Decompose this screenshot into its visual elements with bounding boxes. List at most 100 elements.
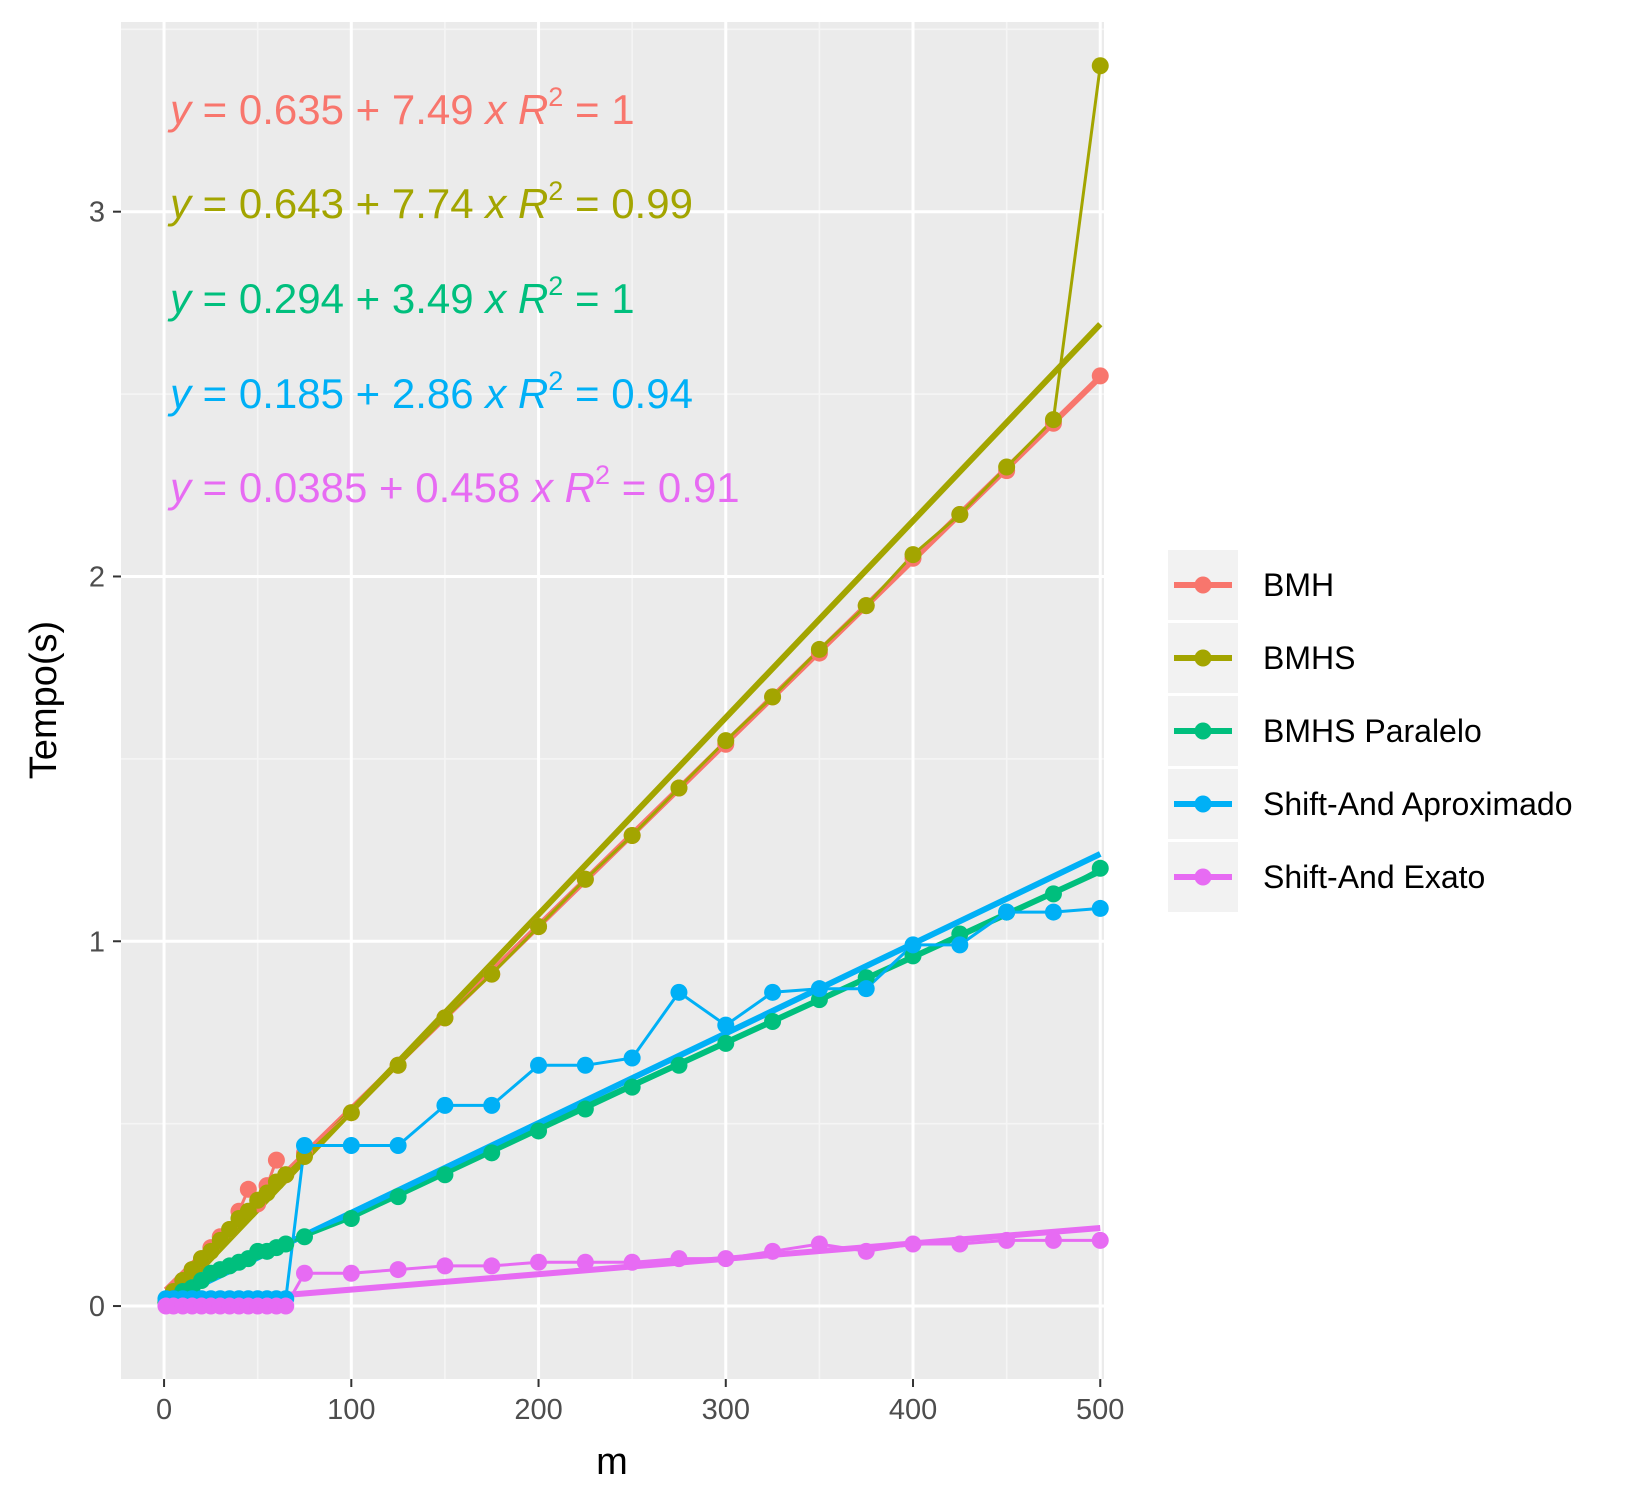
data-point-shift-and-aproximado xyxy=(670,983,688,1001)
fit-line-shift-and-aproximado xyxy=(164,851,1102,1305)
fit-equations: y = 0.635 + 7.49 x R2 = 1 y = 0.643 + 7.7… xyxy=(167,82,740,511)
data-point-bmhs xyxy=(530,918,548,936)
x-tick-label: 0 xyxy=(156,1394,172,1426)
data-point-shift-and-exato xyxy=(576,1253,594,1271)
legend-label: Shift-And Aproximado xyxy=(1263,786,1573,822)
data-point-bmhs-paralelo xyxy=(295,1228,313,1246)
data-point-bmhs xyxy=(436,1009,454,1027)
data-point-bmh xyxy=(267,1151,285,1169)
legend-item-shift-and-exato: Shift-And Exato xyxy=(1168,842,1485,912)
data-point-bmhs-paralelo xyxy=(277,1235,295,1253)
data-point-bmhs-paralelo xyxy=(389,1188,407,1206)
fit-equation-shift-and-aproximado: y = 0.185 + 2.86 x R2 = 0.94 xyxy=(167,366,693,417)
data-point-bmh xyxy=(1091,367,1109,385)
x-tick-label: 500 xyxy=(1076,1394,1124,1426)
data-point-bmhs-paralelo xyxy=(576,1100,594,1118)
data-point-shift-and-aproximado xyxy=(623,1049,641,1067)
legend-label: Shift-And Exato xyxy=(1263,859,1485,895)
data-point-shift-and-exato xyxy=(623,1253,641,1271)
data-point-bmhs xyxy=(342,1104,360,1122)
data-point-shift-and-exato xyxy=(857,1242,875,1260)
legend: BMH BMHS BMHS Paralelo Shift-And Aproximado… xyxy=(1168,550,1573,912)
grid xyxy=(121,22,1104,1379)
data-point-shift-and-aproximado xyxy=(576,1056,594,1074)
legend-item-bmhs-paralelo: BMHS Paralelo xyxy=(1168,696,1482,766)
y-tick-label: 2 xyxy=(89,561,105,593)
y-tick-label: 0 xyxy=(89,1291,105,1323)
data-point-bmhs xyxy=(1091,57,1109,75)
x-tick-label: 100 xyxy=(327,1394,375,1426)
data-point-shift-and-aproximado xyxy=(530,1056,548,1074)
data-point-shift-and-exato xyxy=(295,1264,313,1282)
data-point-bmhs xyxy=(483,965,501,983)
x-axis-title: m xyxy=(596,1441,628,1483)
data-point-shift-and-aproximado xyxy=(764,983,782,1001)
data-point-bmhs xyxy=(951,505,969,523)
data-point-bmhs xyxy=(576,870,594,888)
data-point-shift-and-aproximado xyxy=(857,980,875,998)
data-point-shift-and-aproximado xyxy=(483,1096,501,1114)
data-point-shift-and-exato xyxy=(670,1250,688,1268)
data-points xyxy=(157,57,1109,1315)
data-point-shift-and-exato xyxy=(810,1235,828,1253)
legend-label: BMHS Paralelo xyxy=(1263,713,1482,749)
data-point-bmhs-paralelo xyxy=(483,1144,501,1162)
data-point-bmhs xyxy=(810,640,828,658)
data-point-shift-and-aproximado xyxy=(1091,899,1109,917)
data-point-bmhs xyxy=(904,546,922,564)
data-point-shift-and-exato xyxy=(904,1235,922,1253)
data-point-shift-and-exato xyxy=(389,1261,407,1279)
data-point-shift-and-aproximado xyxy=(389,1137,407,1155)
fit-equation-bmh: y = 0.635 + 7.49 x R2 = 1 xyxy=(167,82,635,133)
data-point-bmhs xyxy=(623,826,641,844)
data-point-shift-and-exato xyxy=(951,1235,969,1253)
y-tick-label: 3 xyxy=(89,197,105,229)
legend-key-point xyxy=(1194,576,1212,594)
data-point-shift-and-aproximado xyxy=(717,1016,735,1034)
legend-item-bmh: BMH xyxy=(1168,550,1334,620)
data-point-shift-and-exato xyxy=(530,1253,548,1271)
data-point-shift-and-exato xyxy=(277,1297,295,1315)
data-point-bmhs xyxy=(277,1166,295,1184)
x-tick-label: 200 xyxy=(514,1394,562,1426)
data-point-bmhs xyxy=(389,1056,407,1074)
plot-panel xyxy=(121,22,1104,1379)
data-point-shift-and-exato xyxy=(483,1257,501,1275)
data-point-shift-and-aproximado xyxy=(951,936,969,954)
data-point-shift-and-exato xyxy=(342,1264,360,1282)
x-tick-label: 300 xyxy=(702,1394,750,1426)
legend-item-shift-and-aproximado: Shift-And Aproximado xyxy=(1168,769,1573,839)
x-tick-label: 400 xyxy=(889,1394,937,1426)
data-point-bmhs xyxy=(670,779,688,797)
axes: 0 100 200 300 400 500 0 1 2 3 xyxy=(89,197,1125,1426)
data-point-bmhs-paralelo xyxy=(342,1209,360,1227)
data-point-bmhs-paralelo xyxy=(1091,859,1109,877)
data-point-shift-and-aproximado xyxy=(342,1137,360,1155)
data-point-bmhs-paralelo xyxy=(1044,885,1062,903)
data-point-shift-and-aproximado xyxy=(295,1137,313,1155)
data-point-shift-and-aproximado xyxy=(810,980,828,998)
data-point-bmhs xyxy=(764,688,782,706)
data-point-bmhs xyxy=(998,458,1016,476)
data-point-bmhs-paralelo xyxy=(670,1056,688,1074)
data-point-bmhs xyxy=(1044,411,1062,429)
data-point-shift-and-exato xyxy=(717,1250,735,1268)
data-point-bmhs-paralelo xyxy=(623,1078,641,1096)
legend-item-bmhs: BMHS xyxy=(1168,623,1355,693)
data-point-bmhs xyxy=(717,732,735,750)
y-tick-label: 1 xyxy=(89,926,105,958)
data-point-bmhs-paralelo xyxy=(530,1122,548,1140)
data-point-shift-and-aproximado xyxy=(904,936,922,954)
data-point-bmhs-paralelo xyxy=(717,1034,735,1052)
data-point-shift-and-aproximado xyxy=(998,903,1016,921)
data-point-bmhs xyxy=(857,597,875,615)
data-point-bmhs-paralelo xyxy=(764,1013,782,1031)
legend-key-point xyxy=(1194,649,1212,667)
data-point-shift-and-exato xyxy=(1091,1231,1109,1249)
data-point-shift-and-exato xyxy=(998,1231,1016,1249)
fit-equation-bmhs-paralelo: y = 0.294 + 3.49 x R2 = 1 xyxy=(167,271,635,322)
data-point-shift-and-exato xyxy=(764,1242,782,1260)
legend-label: BMH xyxy=(1263,567,1334,603)
data-point-shift-and-exato xyxy=(1044,1231,1062,1249)
